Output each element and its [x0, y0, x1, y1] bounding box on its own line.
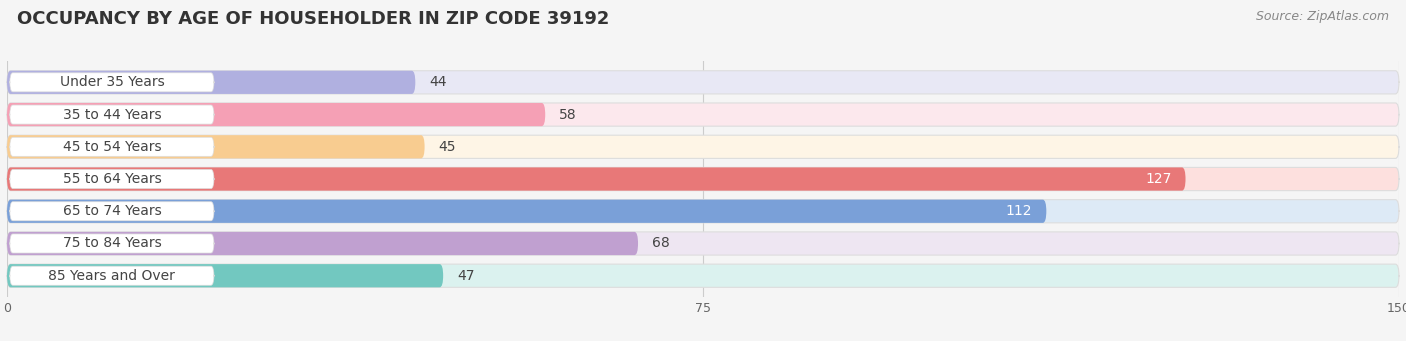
Text: OCCUPANCY BY AGE OF HOUSEHOLDER IN ZIP CODE 39192: OCCUPANCY BY AGE OF HOUSEHOLDER IN ZIP C… [17, 10, 609, 28]
Text: 127: 127 [1146, 172, 1171, 186]
Text: 112: 112 [1005, 204, 1032, 218]
Text: 65 to 74 Years: 65 to 74 Years [62, 204, 162, 218]
FancyBboxPatch shape [7, 264, 443, 287]
FancyBboxPatch shape [7, 232, 1399, 255]
FancyBboxPatch shape [10, 169, 214, 189]
FancyBboxPatch shape [7, 103, 546, 126]
FancyBboxPatch shape [7, 167, 1185, 191]
Text: 47: 47 [457, 269, 475, 283]
FancyBboxPatch shape [7, 71, 1399, 94]
FancyBboxPatch shape [7, 199, 1046, 223]
Text: 55 to 64 Years: 55 to 64 Years [62, 172, 162, 186]
FancyBboxPatch shape [10, 202, 214, 221]
FancyBboxPatch shape [7, 264, 1399, 287]
Text: 68: 68 [652, 237, 669, 251]
Text: 75 to 84 Years: 75 to 84 Years [62, 237, 162, 251]
FancyBboxPatch shape [10, 105, 214, 124]
FancyBboxPatch shape [7, 167, 1399, 191]
Text: 58: 58 [560, 107, 576, 121]
Text: 45 to 54 Years: 45 to 54 Years [63, 140, 162, 154]
FancyBboxPatch shape [7, 135, 1399, 159]
FancyBboxPatch shape [10, 266, 214, 285]
FancyBboxPatch shape [7, 135, 425, 159]
FancyBboxPatch shape [7, 232, 638, 255]
FancyBboxPatch shape [10, 234, 214, 253]
FancyBboxPatch shape [10, 137, 214, 156]
Text: 45: 45 [439, 140, 456, 154]
FancyBboxPatch shape [7, 199, 1399, 223]
Text: 85 Years and Over: 85 Years and Over [48, 269, 176, 283]
Text: 35 to 44 Years: 35 to 44 Years [63, 107, 162, 121]
Text: 44: 44 [429, 75, 447, 89]
Text: Under 35 Years: Under 35 Years [59, 75, 165, 89]
FancyBboxPatch shape [7, 103, 1399, 126]
FancyBboxPatch shape [7, 71, 415, 94]
FancyBboxPatch shape [10, 73, 214, 92]
Text: Source: ZipAtlas.com: Source: ZipAtlas.com [1256, 10, 1389, 23]
